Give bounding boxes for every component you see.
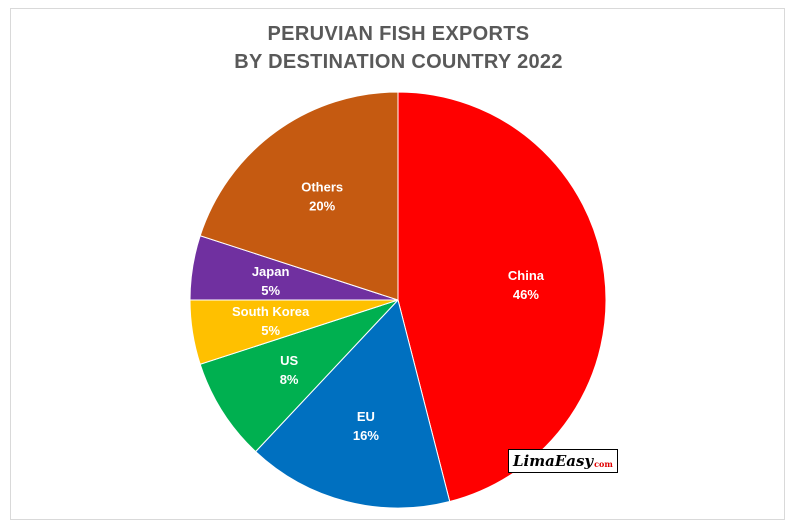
slice-label-us: US <box>280 353 298 368</box>
slice-value-japan: 5% <box>261 283 280 298</box>
chart-title-line-1: PERUVIAN FISH EXPORTS <box>267 23 530 45</box>
slice-value-us: 8% <box>280 372 299 387</box>
slice-label-china: China <box>508 268 545 283</box>
slice-label-south-korea: South Korea <box>232 304 310 319</box>
slice-value-eu: 16% <box>353 428 379 443</box>
watermark-suffix: com <box>594 459 613 469</box>
chart-title: PERUVIAN FISH EXPORTS BY DESTINATION COU… <box>0 20 797 76</box>
pie-slice-us <box>199 299 399 453</box>
slice-value-others: 20% <box>309 199 335 214</box>
slice-label-others: Others <box>301 180 343 195</box>
watermark-logo: LimaEasy com <box>508 449 618 473</box>
pie-slice-others <box>199 91 399 301</box>
slice-labels: China 46% EU 16% US 8% South Korea 5% Japan 5% Oth… <box>232 180 545 443</box>
slice-label-eu: EU <box>357 409 375 424</box>
pie-slice-eu <box>254 298 451 509</box>
slice-value-china: 46% <box>513 287 539 302</box>
watermark-text: LimaEasy <box>513 452 594 470</box>
slice-value-south-korea: 5% <box>261 323 280 338</box>
chart-title-line-2: BY DESTINATION COUNTRY 2022 <box>234 51 563 73</box>
slice-label-japan: Japan <box>252 264 290 279</box>
